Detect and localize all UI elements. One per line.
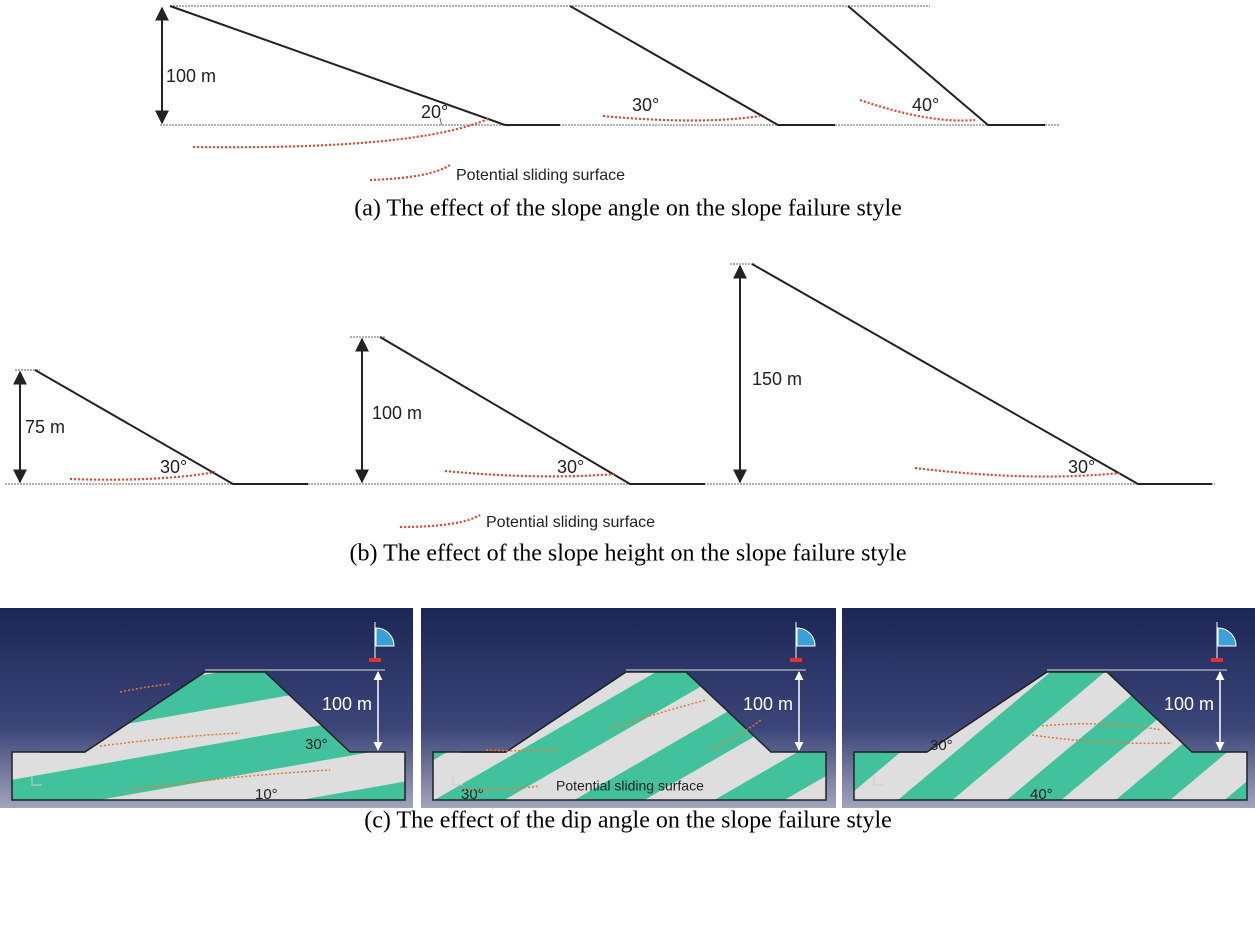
- sliding-surface: [603, 116, 760, 121]
- angle-label: 30°: [632, 95, 659, 115]
- caption: (b) The effect of the slope height on th…: [350, 541, 907, 567]
- sliding-surface: [445, 471, 615, 476]
- slope-angle-label: 30°: [930, 737, 953, 754]
- legend-label: Potential sliding surface: [556, 778, 704, 794]
- triad-base: [790, 658, 802, 662]
- legend-swatch: [370, 165, 450, 180]
- angle-label: 30°: [160, 457, 187, 477]
- angle-label: 40°: [912, 95, 939, 115]
- angle-label: 30°: [557, 457, 584, 477]
- sliding-surface: [193, 118, 490, 147]
- triad-base: [369, 658, 381, 662]
- page: {"panel_a": {"height_label": "100 m", "a…: [0, 0, 1255, 948]
- height-label: 100 m: [743, 694, 793, 714]
- height-label: 100 m: [166, 66, 216, 86]
- height-label: 150 m: [752, 369, 802, 389]
- figure: 100 m 20° 30° 40° Potential sliding surf…: [0, 0, 1255, 948]
- legend-swatch: [400, 515, 480, 527]
- caption: (a) The effect of the slope angle on the…: [354, 196, 902, 222]
- dip-angle-label: 40°: [1030, 786, 1053, 803]
- slope-angle-label: 30°: [305, 736, 328, 753]
- height-label: 75 m: [25, 417, 65, 437]
- triad-base: [1211, 658, 1223, 662]
- caption: (c) The effect of the dip angle on the s…: [364, 808, 892, 834]
- height-label: 100 m: [372, 403, 422, 423]
- slope: [848, 6, 1045, 125]
- height-label: 100 m: [1164, 694, 1214, 714]
- slope: [380, 337, 705, 484]
- angle-label: 20°: [421, 102, 448, 122]
- dip-angle-label: 30°: [461, 786, 484, 803]
- slope: [170, 6, 560, 125]
- slope: [752, 264, 1212, 484]
- sliding-surface: [70, 472, 215, 480]
- legend-label: Potential sliding surface: [456, 167, 625, 184]
- legend-label: Potential sliding surface: [486, 514, 655, 531]
- angle-label: 30°: [1068, 457, 1095, 477]
- height-label: 100 m: [322, 694, 372, 714]
- dip-angle-label: 10°: [255, 786, 278, 803]
- slope: [570, 6, 835, 125]
